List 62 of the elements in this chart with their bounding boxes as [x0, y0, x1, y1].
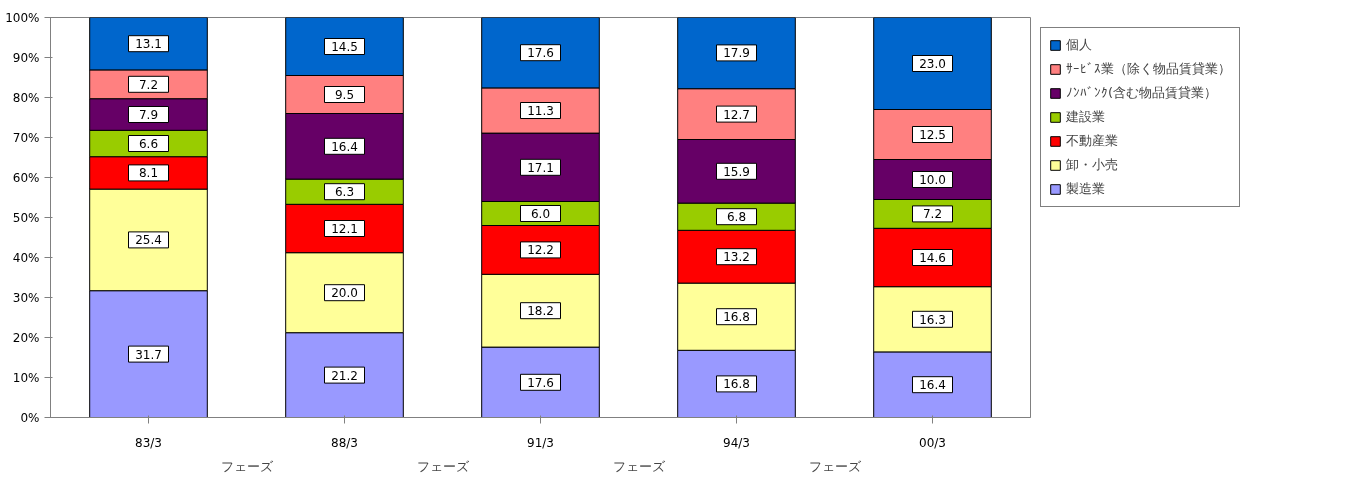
legend-label: ﾉﾝﾊﾞﾝｸ(含む物品賃貸業） — [1066, 84, 1218, 102]
data-label: 6.6 — [138, 137, 159, 151]
data-label: 6.3 — [334, 185, 355, 200]
y-tick-label: 80% — [12, 90, 40, 105]
data-label: 25.4 — [135, 233, 162, 248]
data-label: 9.5 — [334, 88, 355, 102]
y-tick-label: 40% — [12, 250, 40, 265]
x-tick-label: 91/3 — [527, 435, 554, 450]
data-label: 7.2 — [138, 77, 159, 92]
legend-label: 卸・小売 — [1066, 156, 1118, 174]
data-label: 20.0 — [331, 286, 358, 301]
legend-label: 個人 — [1066, 36, 1092, 54]
legend-label: 建設業 — [1066, 108, 1105, 126]
x-tick-label: 94/3 — [723, 435, 750, 450]
data-label: 13.1 — [135, 37, 162, 52]
data-label: 18.2 — [527, 304, 554, 319]
x-tick-label: 00/3 — [919, 435, 946, 450]
y-tick-label: 20% — [12, 330, 40, 345]
data-label: 16.4 — [919, 378, 946, 393]
y-tick-label: 10% — [12, 370, 40, 385]
data-label: 16.3 — [919, 312, 946, 327]
data-label: 12.1 — [331, 222, 358, 236]
y-tick-label: 50% — [12, 210, 40, 225]
y-tick-label: 100% — [5, 10, 40, 25]
data-label: 16.8 — [723, 310, 750, 325]
y-tick-label: 70% — [12, 130, 40, 145]
text: フェーズ — [220, 458, 274, 474]
data-label: 8.1 — [138, 166, 159, 181]
data-label: 11.3 — [527, 104, 554, 118]
data-label: 21.2 — [331, 368, 358, 383]
data-label: 23.0 — [919, 57, 946, 71]
data-label: 14.5 — [331, 40, 358, 54]
y-tick-label: 90% — [12, 50, 40, 65]
data-label: 6.0 — [530, 207, 551, 221]
data-label: 16.4 — [331, 139, 358, 154]
data-label: 13.2 — [723, 250, 750, 265]
data-label: 14.6 — [919, 251, 946, 265]
text: フェーズ — [612, 458, 666, 474]
data-label: 17.1 — [527, 160, 554, 175]
data-label: 12.7 — [723, 107, 750, 122]
data-label: 17.6 — [527, 375, 554, 390]
y-tick-label: 30% — [12, 290, 40, 305]
x-tick-label: 83/3 — [135, 435, 162, 450]
legend-label: ｻｰﾋﾞｽ業（除く物品賃貸業） — [1066, 60, 1231, 78]
data-label: 12.5 — [919, 128, 946, 142]
data-label: 17.6 — [527, 46, 554, 61]
legend-label: 不動産業 — [1066, 132, 1118, 150]
data-label: 6.8 — [726, 210, 747, 225]
data-label: 7.2 — [922, 207, 943, 222]
data-label: 31.7 — [135, 347, 162, 362]
data-label: 7.9 — [138, 108, 159, 122]
text: フェーズ — [416, 458, 470, 474]
x-tick-label: 88/3 — [331, 435, 358, 450]
legend-label: 製造業 — [1066, 180, 1105, 198]
text: フェーズ — [808, 458, 862, 474]
data-label: 12.2 — [527, 243, 554, 258]
data-label: 15.9 — [723, 164, 750, 179]
y-tick-label: 0% — [20, 410, 40, 425]
data-label: 17.9 — [723, 46, 750, 61]
data-label: 16.8 — [723, 377, 750, 392]
y-tick-label: 60% — [12, 170, 40, 185]
data-label: 10.0 — [919, 173, 946, 187]
